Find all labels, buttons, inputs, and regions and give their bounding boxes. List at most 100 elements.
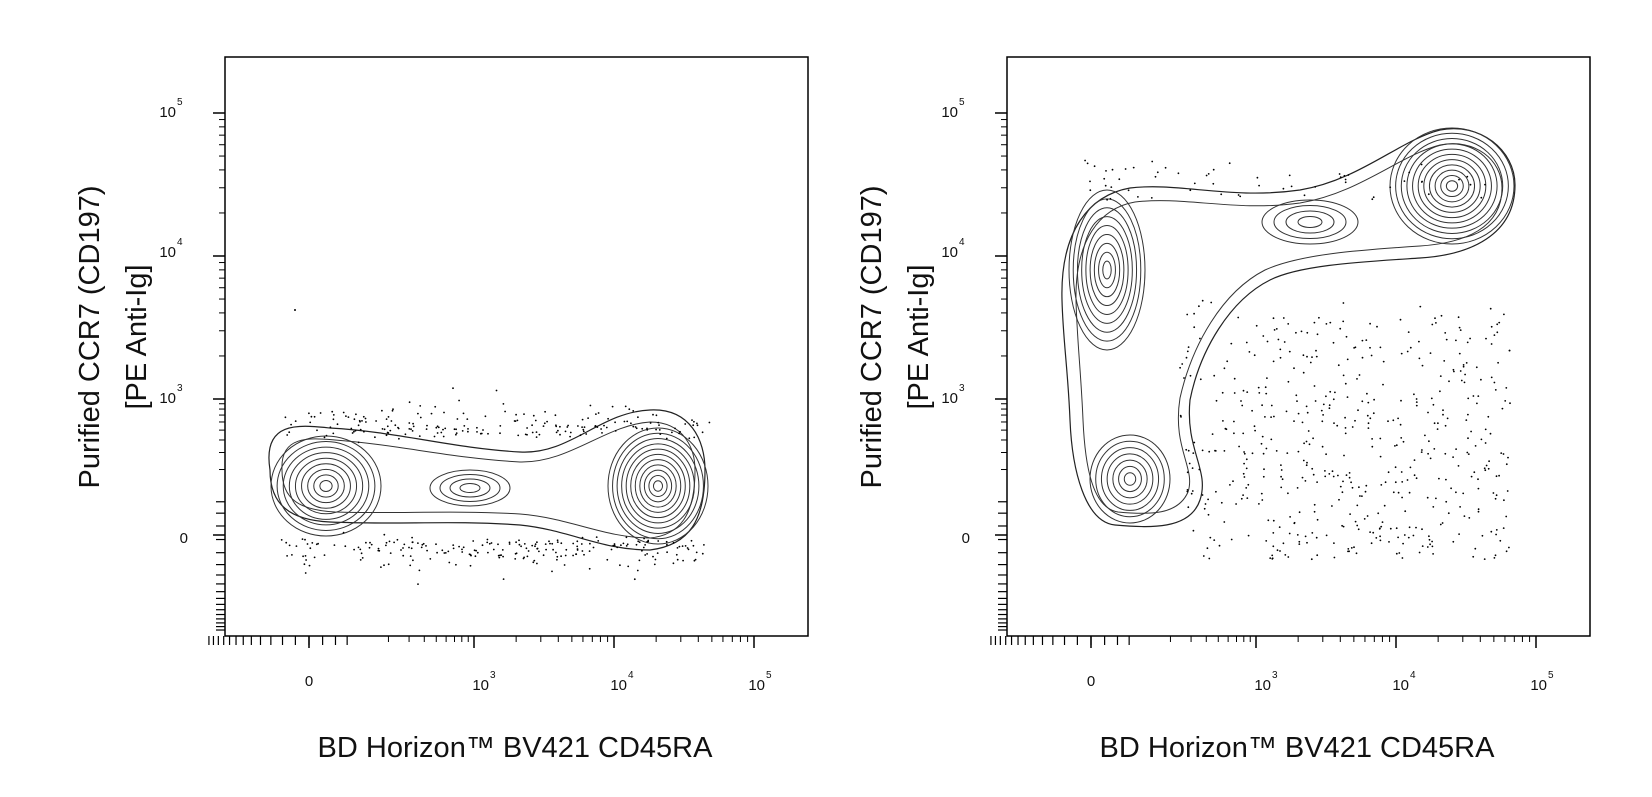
event-dot	[323, 436, 326, 439]
event-dot	[1226, 360, 1229, 363]
pop-cd45ra-pos-contour-4	[639, 464, 677, 508]
event-dot	[622, 542, 625, 545]
event-dot	[515, 552, 518, 555]
outer-contour-2b	[1075, 143, 1503, 514]
event-dot	[1464, 373, 1466, 376]
event-dot	[315, 543, 318, 546]
event-dot	[555, 431, 558, 434]
event-dot	[402, 554, 405, 557]
event-dot	[285, 541, 288, 544]
event-dot	[1193, 441, 1196, 444]
event-dot	[1505, 550, 1508, 553]
event-dot	[1230, 342, 1233, 345]
event-dot	[691, 419, 693, 421]
pop-mid-contour-1	[459, 483, 481, 493]
event-dot	[426, 549, 428, 552]
event-dot	[582, 428, 585, 431]
event-dot	[394, 424, 397, 427]
event-dot	[474, 555, 477, 558]
event-dot	[1477, 510, 1480, 513]
y-tick-label-1-3: 10	[159, 390, 176, 407]
event-dot	[1266, 377, 1268, 379]
event-dot	[359, 559, 362, 561]
event-dot	[1329, 321, 1332, 324]
event-dot	[422, 542, 425, 545]
event-dot	[1356, 378, 1358, 380]
event-dot	[1189, 374, 1192, 377]
event-dot	[1363, 518, 1366, 520]
event-dot	[1367, 422, 1370, 425]
pop-mid-contour-2	[449, 478, 491, 498]
event-dot	[1265, 392, 1268, 395]
event-dot	[548, 540, 550, 543]
event-dot	[482, 429, 484, 431]
event-dot	[1304, 480, 1307, 482]
event-dot	[649, 422, 652, 424]
event-dot	[1338, 498, 1340, 501]
event-dot	[353, 418, 356, 421]
event-dot	[597, 540, 600, 542]
event-dot	[1455, 491, 1457, 494]
event-dot	[1313, 510, 1316, 513]
event-dot	[1372, 196, 1375, 199]
event-dot	[1271, 557, 1274, 560]
event-dot	[515, 541, 517, 544]
event-dot	[323, 554, 326, 556]
event-dot	[484, 415, 487, 418]
pop-naive-ccr7-contour-9	[1068, 189, 1146, 351]
event-dot	[385, 434, 388, 437]
event-dot	[1339, 176, 1342, 179]
event-dot	[1321, 420, 1324, 423]
event-dot	[1289, 516, 1291, 518]
event-dot	[1237, 194, 1240, 196]
event-dot	[1156, 171, 1159, 174]
event-dot	[1109, 197, 1112, 200]
event-dot	[1490, 376, 1493, 379]
event-dot	[1334, 391, 1336, 394]
event-dot	[398, 437, 400, 440]
event-dot	[1193, 182, 1196, 185]
event-dot	[1465, 362, 1468, 364]
event-dot	[1439, 375, 1442, 377]
event-dot	[1296, 534, 1299, 536]
event-dot	[1272, 519, 1275, 522]
event-dot	[1418, 340, 1420, 343]
event-dot	[1241, 404, 1244, 407]
event-dot	[1257, 386, 1260, 389]
event-dot	[441, 549, 444, 552]
event-dot	[1399, 318, 1402, 321]
event-dot	[657, 421, 660, 424]
event-dot	[1186, 471, 1189, 474]
event-dot	[1457, 316, 1460, 319]
event-dot	[1432, 553, 1434, 555]
event-dot	[1203, 507, 1206, 510]
event-dot	[1498, 474, 1500, 477]
event-dot	[403, 543, 406, 546]
event-dot	[1282, 542, 1285, 545]
pop-ccr7-neg-contour-3	[1112, 459, 1148, 499]
event-dot	[1272, 317, 1275, 320]
event-dot	[1440, 314, 1443, 317]
event-dot	[703, 544, 705, 546]
event-dot	[1342, 525, 1345, 528]
event-dot	[692, 544, 695, 547]
event-dot	[368, 546, 371, 549]
event-dot	[1192, 529, 1195, 532]
pop-naive-ccr7-contour-7	[1076, 207, 1138, 333]
event-dot	[400, 549, 402, 551]
event-dot	[1206, 547, 1209, 550]
event-dot	[461, 548, 463, 551]
event-dot	[1351, 486, 1354, 489]
x-tick-label-2-5: 10	[1530, 677, 1547, 694]
pop-cd45ra-pos-contour-6	[630, 453, 686, 519]
event-dot	[656, 552, 659, 554]
event-dot	[1460, 379, 1463, 382]
event-dot	[430, 412, 433, 415]
event-dot	[280, 539, 283, 541]
event-dot	[659, 433, 662, 435]
event-dot	[463, 425, 466, 427]
event-dot	[1273, 415, 1275, 418]
event-dot	[1293, 367, 1295, 370]
event-dot	[1493, 557, 1496, 559]
